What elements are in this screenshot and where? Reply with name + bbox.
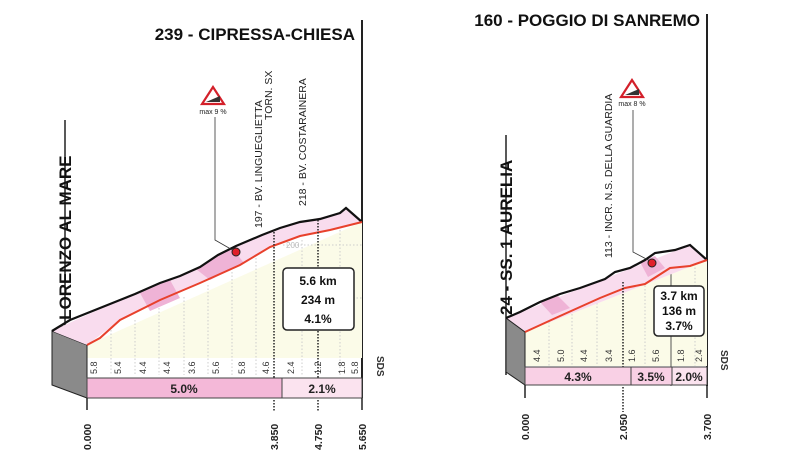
climb-title: 160 - POGGIO DI SANREMO (474, 11, 700, 30)
steep-section (196, 248, 244, 280)
climb-average: 4.1% (304, 312, 332, 326)
segment-gradient: 5.4 (113, 361, 123, 374)
climb-gain: 136 m (662, 304, 696, 318)
segment-gradient: 4.4 (579, 349, 589, 362)
max-gradient-label: max 8 % (618, 101, 645, 108)
distance-label: 4.750 (313, 424, 325, 450)
landmark-label: 113 - INCR. N.S. DELLA GUARDIA (603, 94, 615, 258)
section-gradient: 5.0% (170, 382, 198, 396)
distance-label: 5.650 (357, 424, 369, 450)
profile-outline (51, 206, 363, 332)
max-gradient-point (231, 247, 241, 257)
max-gradient-icon (199, 84, 227, 106)
segment-gradient: 1.2 (313, 361, 323, 374)
summary-box (653, 285, 705, 337)
segment-gradient: 5.6 (211, 361, 221, 374)
section-bar (281, 377, 363, 399)
segment-gradient: 1.8 (337, 361, 347, 374)
distance-label: 0.000 (520, 414, 532, 440)
segment-gradient: 4.4 (532, 349, 542, 362)
climb-title: 239 - CIPRESSA-CHIESA (155, 25, 355, 44)
distance-label: 3.700 (702, 414, 714, 440)
section-gradient: 4.3% (564, 370, 592, 384)
max-gradient-pointer (632, 110, 653, 263)
climb-gain: 234 m (301, 293, 335, 307)
segment-gradient: 4.6 (261, 361, 271, 374)
elevation-tick: 200 (286, 241, 300, 250)
steep-section (140, 280, 180, 311)
segment-gradient: 5.0 (556, 349, 566, 362)
segment-gradient: 1.8 (676, 349, 686, 362)
section-gradient: 2.1% (308, 382, 336, 396)
start-location: 24 - SS. 1 AURELIA (497, 160, 516, 315)
profile-poggio: 160 - POGGIO DI SANREMO 24 - SS. 1 AUREL… (474, 11, 729, 440)
section-gradient: 3.5% (637, 370, 665, 384)
segment-gridlines (548, 264, 696, 366)
climb-length: 3.7 km (660, 289, 697, 303)
segment-gradient: 1.6 (627, 349, 637, 362)
segment-gradient: 4.4 (138, 361, 148, 374)
segment-gradient: 5.8 (237, 361, 247, 374)
section-bar (671, 366, 708, 386)
section-gradient: 2.0% (675, 370, 703, 384)
segment-gradients: 4.4 5.0 4.4 3.4 1.6 5.6 1.8 2.4 (532, 349, 704, 362)
max-gradient-icon (618, 77, 646, 99)
distance-label: 0.000 (82, 424, 94, 450)
climb-length: 5.6 km (299, 274, 336, 288)
max-gradient-pointer (214, 117, 237, 253)
segment-gradient: 5.8 (350, 361, 360, 374)
segment-gradient: 3.6 (187, 361, 197, 374)
max-gradient-label: max 9 % (199, 109, 226, 116)
summary-box (282, 267, 355, 331)
segment-gradient: 3.4 (604, 349, 614, 362)
max-gradient-point (647, 258, 657, 268)
road-line (524, 259, 708, 333)
steep-section (540, 296, 570, 315)
profile-outline (505, 243, 708, 320)
segment-gradient: 2.4 (694, 349, 704, 362)
landmark-label: 197 - BV. LINGUEGLIETTA (253, 100, 265, 228)
segment-gradient: 4.4 (162, 361, 172, 374)
landmark-label: 218 - BV. COSTARAINERA (297, 78, 309, 206)
sds-logo: SDS (374, 356, 385, 377)
distance-label: 3.850 (269, 424, 281, 450)
road-line (86, 221, 363, 346)
segment-gradient: 5.6 (651, 349, 661, 362)
climb-average: 3.7% (665, 319, 693, 333)
landmark-label: TORN. SX (263, 71, 275, 120)
segment-gradient: 5.8 (89, 361, 99, 374)
segment-gradients: 5.8 5.4 4.4 4.4 3.6 5.6 5.8 4.6 2.4 1.2 … (89, 361, 360, 374)
distance-label: 2.050 (618, 414, 630, 440)
segment-gradient: 2.4 (286, 361, 296, 374)
profile-cipressa: 239 - CIPRESSA-CHIESA 5 - SAN LORENZO AL… (51, 20, 385, 450)
sds-logo: SDS (718, 350, 729, 371)
